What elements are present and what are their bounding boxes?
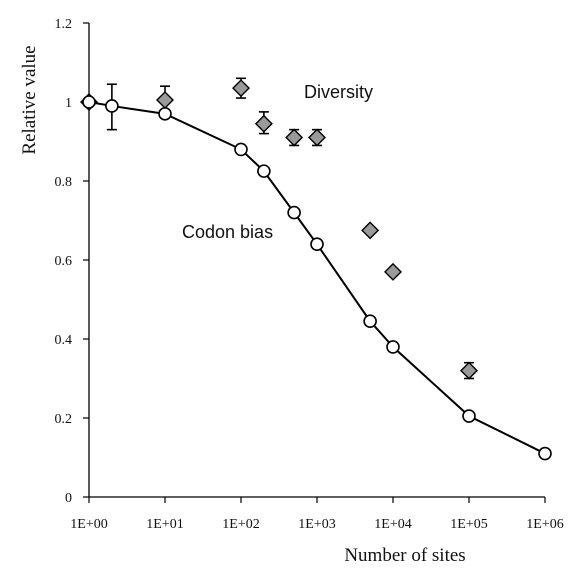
codon-bias-point <box>538 446 552 461</box>
x-tick-label: 1E+06 <box>526 517 563 532</box>
y-tick-label: 1.2 <box>55 17 73 32</box>
diversity-point <box>361 221 380 240</box>
markers <box>80 79 552 461</box>
diversity-point <box>460 361 478 380</box>
codon-bias-point <box>82 95 96 109</box>
error-bars <box>106 77 474 380</box>
x-tick-label: 1E+05 <box>450 517 487 532</box>
ticks: 1E+00 1E+01 1E+02 1E+03 1E+04 1E+05 1E+06 0 0.2 0… <box>55 17 564 532</box>
diversity-point <box>285 128 304 147</box>
y-tick-label: 0.8 <box>55 175 73 190</box>
codon-bias-point <box>234 142 248 157</box>
x-tick-label: 1E+03 <box>298 517 335 532</box>
codon-bias-line-group <box>88 101 546 455</box>
codon-bias-point <box>257 164 271 178</box>
y-axis-title: Relative value <box>19 45 40 154</box>
y-tick-label: 0.4 <box>55 333 73 348</box>
diversity-point <box>254 114 273 133</box>
codon-bias-point <box>287 205 301 220</box>
y-tick-label: 0.6 <box>55 254 73 269</box>
diversity-point <box>308 128 326 147</box>
diversity-point <box>232 79 250 98</box>
y-tick-label: 1 <box>65 96 72 111</box>
codon-bias-point <box>363 314 377 329</box>
series-label-diversity: Diversity <box>304 82 373 102</box>
codon-bias-point <box>105 99 119 113</box>
y-tick-label: 0.2 <box>55 412 73 427</box>
y-tick-label: 0 <box>65 491 72 506</box>
codon-bias-point <box>310 237 324 251</box>
x-tick-label: 1E+00 <box>70 517 107 532</box>
codon-bias-point <box>158 107 172 121</box>
series-label-codon-bias: Codon bias <box>182 222 273 242</box>
codon-bias-point <box>386 340 400 354</box>
codon-bias-point <box>462 409 476 423</box>
diversity-point <box>156 91 174 110</box>
x-tick-label: 1E+04 <box>374 517 411 532</box>
x-tick-label: 1E+01 <box>146 517 183 532</box>
x-axis-title: Number of sites <box>344 545 465 566</box>
diversity-point <box>384 262 402 281</box>
x-tick-label: 1E+02 <box>222 517 259 532</box>
codon-bias-line <box>88 101 546 455</box>
